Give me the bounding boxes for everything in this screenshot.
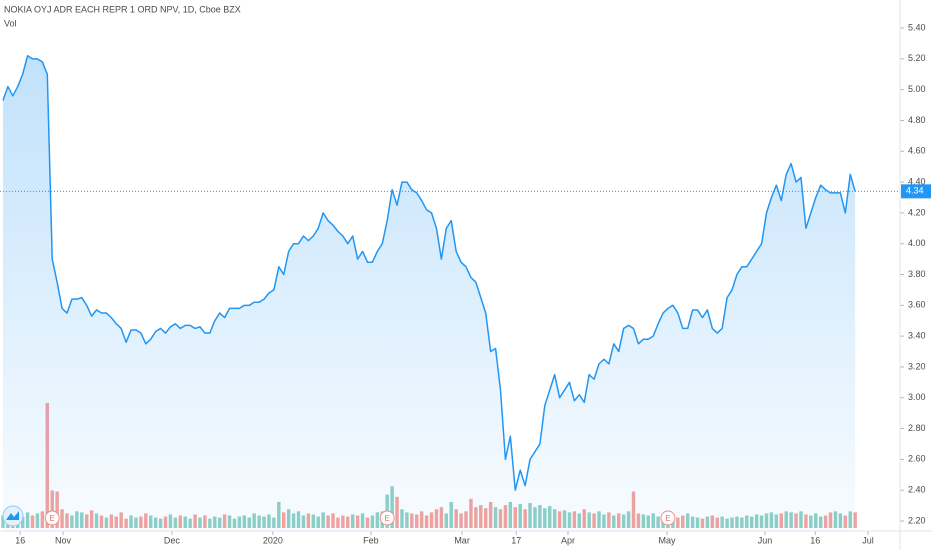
chart-title: NOKIA OYJ ADR EACH REPR 1 ORD NPV, 1D, C… xyxy=(4,4,241,14)
x-tick-label: Jul xyxy=(862,535,874,545)
price-layer: 4.34 E E E xyxy=(0,55,931,532)
y-tick-label: 3.80 xyxy=(908,269,926,279)
y-tick-label: 2.20 xyxy=(908,515,926,525)
y-tick-label: 4.00 xyxy=(908,238,926,248)
last-price-box xyxy=(901,184,931,199)
x-tick-label: Nov xyxy=(55,535,72,545)
volume-label: Vol xyxy=(4,18,17,28)
volume-bar xyxy=(1,515,5,528)
x-tick-label: Jun xyxy=(758,535,773,545)
last-price-label: 4.34 xyxy=(906,186,924,196)
volume-bar xyxy=(853,512,857,528)
earnings-label: E xyxy=(385,514,390,523)
x-tick-label: Mar xyxy=(454,535,470,545)
x-tick-label: Feb xyxy=(363,535,379,545)
x-tick-label: 2020 xyxy=(263,535,283,545)
x-tick-label: Apr xyxy=(561,535,575,545)
y-tick-label: 2.60 xyxy=(908,454,926,464)
y-tick-label: 3.00 xyxy=(908,392,926,402)
x-tick-label: 16 xyxy=(810,535,820,545)
x-tick-label: 17 xyxy=(511,535,521,545)
x-tick-label: 16 xyxy=(15,535,25,545)
earnings-label: E xyxy=(50,514,55,523)
y-tick-label: 3.40 xyxy=(908,331,926,341)
axes-layer: 2.20 2.40 2.60 2.80 3.00 3.20 3.40 3.60 3.80 4.00… xyxy=(15,22,925,545)
earnings-label: E xyxy=(665,514,670,523)
y-tick-label: 2.80 xyxy=(908,423,926,433)
y-tick-label: 5.40 xyxy=(908,22,926,32)
x-tick-label: May xyxy=(658,535,676,545)
y-tick-label: 4.80 xyxy=(908,115,926,125)
price-line xyxy=(2,55,856,491)
y-tick-label: 5.00 xyxy=(908,84,926,94)
y-tick-label: 4.40 xyxy=(908,176,926,186)
earnings-marker xyxy=(44,510,60,526)
logo xyxy=(2,505,24,527)
y-tick-label: 4.60 xyxy=(908,146,926,156)
y-tick-label: 2.40 xyxy=(908,485,926,495)
y-tick-label: 3.60 xyxy=(908,300,926,310)
price-area xyxy=(2,55,856,532)
y-tick-label: 5.20 xyxy=(908,53,926,63)
y-tick-label: 3.20 xyxy=(908,361,926,371)
x-tick-label: Dec xyxy=(164,535,181,545)
earnings-marker xyxy=(379,510,395,526)
earnings-marker xyxy=(660,510,676,526)
y-tick-label: 4.20 xyxy=(908,207,926,217)
